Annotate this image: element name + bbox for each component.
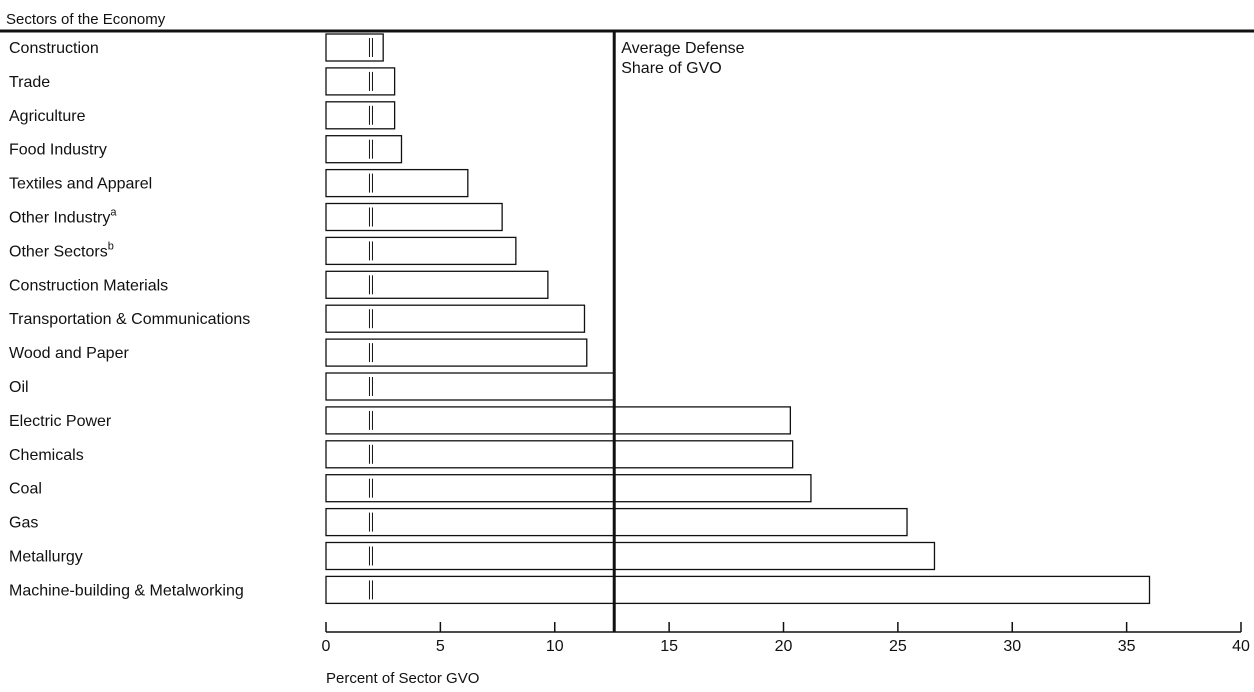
category-label-11: Oil bbox=[9, 379, 29, 396]
x-tick-label-0: 0 bbox=[322, 638, 331, 655]
bar-16 bbox=[325, 541, 936, 571]
bar-7 bbox=[325, 236, 517, 266]
bar-5 bbox=[325, 168, 469, 198]
bar-10 bbox=[325, 338, 588, 367]
chart-header: Sectors of the Economy bbox=[6, 11, 166, 28]
x-tick-label-10: 10 bbox=[546, 638, 564, 655]
reference-line-group: Average Defense Share of GVO bbox=[612, 31, 745, 632]
x-tick-label-30: 30 bbox=[1003, 638, 1021, 655]
bar-13 bbox=[325, 440, 794, 469]
category-label-5: Textiles and Apparel bbox=[9, 176, 152, 193]
bar-group bbox=[325, 33, 1151, 605]
bar-1 bbox=[325, 33, 384, 62]
category-label-12: Electric Power bbox=[9, 413, 112, 430]
category-label-14: Coal bbox=[9, 481, 42, 498]
bar-15 bbox=[325, 507, 908, 537]
bar-17 bbox=[325, 575, 1151, 605]
bar-9 bbox=[325, 304, 586, 333]
x-tick-label-15: 15 bbox=[660, 638, 678, 655]
x-tick-label-40: 40 bbox=[1232, 638, 1250, 655]
category-label-17: Machine-building & Metalworking bbox=[9, 582, 244, 599]
x-tick-label-35: 35 bbox=[1118, 638, 1136, 655]
category-label-13: Chemicals bbox=[9, 447, 84, 464]
bar-6 bbox=[325, 202, 503, 232]
category-label-10: Wood and Paper bbox=[9, 345, 129, 362]
reference-line-label-1: Average Defense bbox=[621, 40, 744, 57]
category-label-15: Gas bbox=[9, 515, 38, 532]
category-label-2: Trade bbox=[9, 74, 50, 91]
bar-3 bbox=[325, 101, 396, 130]
category-label-7: Other Sectorsb bbox=[9, 240, 114, 260]
category-label-group: Construction Trade Agriculture Food Industr… bbox=[9, 40, 250, 599]
bar-2 bbox=[325, 67, 396, 96]
x-tick-label-20: 20 bbox=[775, 638, 793, 655]
category-label-3: Agriculture bbox=[9, 108, 86, 125]
category-label-6: Other Industrya bbox=[9, 207, 117, 227]
category-label-9: Transportation & Communications bbox=[9, 311, 250, 328]
bar-8 bbox=[325, 270, 549, 299]
bar-14 bbox=[325, 474, 812, 503]
x-axis-title: Percent of Sector GVO bbox=[326, 670, 479, 687]
category-label-4: Food Industry bbox=[9, 142, 107, 159]
x-tick-label-5: 5 bbox=[436, 638, 445, 655]
category-label-8: Construction Materials bbox=[9, 277, 168, 294]
category-label-16: Metallurgy bbox=[9, 549, 83, 566]
bar-12 bbox=[325, 406, 792, 435]
category-label-1: Construction bbox=[9, 40, 99, 57]
x-axis: 0 5 10 15 20 25 30 35 40 bbox=[322, 622, 1250, 655]
x-tick-label-25: 25 bbox=[889, 638, 907, 655]
bar-4 bbox=[325, 135, 403, 164]
reference-line-label-2: Share of GVO bbox=[621, 60, 722, 77]
